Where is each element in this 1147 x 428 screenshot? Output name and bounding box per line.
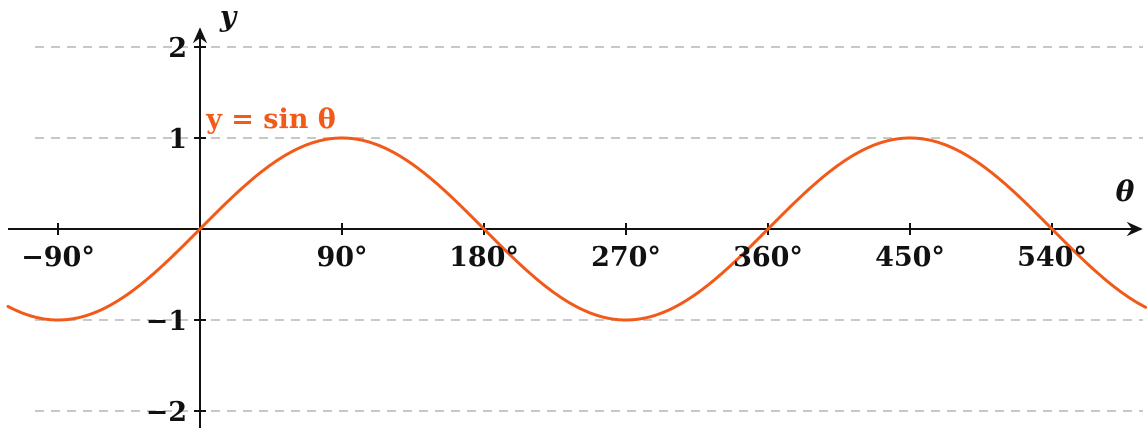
x-tick-label: −90° (21, 242, 95, 273)
y-axis-label: y (219, 0, 238, 33)
x-tick-label: 90° (316, 242, 367, 273)
gridlines (35, 46, 1143, 412)
y-tick-label: −2 (146, 397, 187, 428)
axes (8, 27, 1143, 428)
curve-layer (6, 136, 1147, 322)
y-tick-label: 1 (168, 124, 187, 155)
labels-layer: −90° 90° 180° 270° 360° 450° 540° 2 1 −1 −2 θ y y = s… (21, 0, 1135, 428)
x-tick-label: 360° (733, 242, 803, 273)
y-tick-label: −1 (146, 306, 187, 337)
x-axis-label: θ (1116, 175, 1135, 208)
sine-curve (6, 136, 1147, 322)
x-tick-label: 450° (875, 242, 945, 273)
x-tick-label: 180° (449, 242, 519, 273)
curve-label: y = sin θ (205, 104, 336, 135)
x-tick-label: 270° (591, 242, 661, 273)
x-tick-label: 540° (1017, 242, 1087, 273)
y-tick-label: 2 (168, 33, 187, 64)
